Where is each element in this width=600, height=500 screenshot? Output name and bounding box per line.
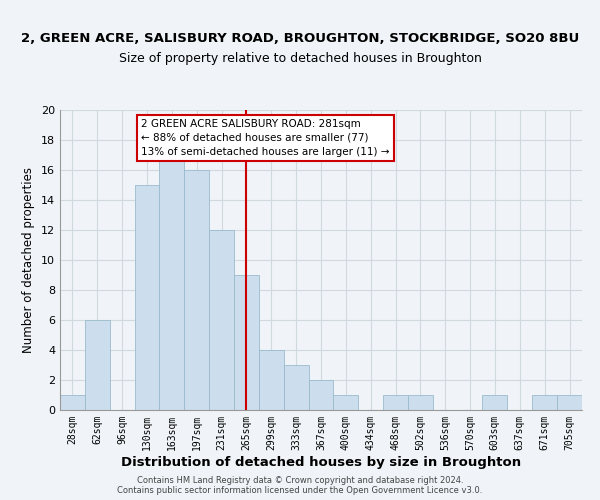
- Bar: [532, 395, 557, 410]
- X-axis label: Distribution of detached houses by size in Broughton: Distribution of detached houses by size …: [121, 456, 521, 468]
- Bar: [259, 350, 284, 410]
- Bar: [159, 155, 184, 410]
- Bar: [309, 380, 333, 410]
- Text: Size of property relative to detached houses in Broughton: Size of property relative to detached ho…: [119, 52, 481, 65]
- Bar: [234, 275, 259, 410]
- Bar: [184, 170, 209, 410]
- Bar: [60, 395, 85, 410]
- Bar: [383, 395, 408, 410]
- Bar: [284, 365, 309, 410]
- Bar: [408, 395, 433, 410]
- Bar: [135, 185, 159, 410]
- Text: 2 GREEN ACRE SALISBURY ROAD: 281sqm
← 88% of detached houses are smaller (77)
13: 2 GREEN ACRE SALISBURY ROAD: 281sqm ← 88…: [141, 119, 389, 157]
- Text: 2, GREEN ACRE, SALISBURY ROAD, BROUGHTON, STOCKBRIDGE, SO20 8BU: 2, GREEN ACRE, SALISBURY ROAD, BROUGHTON…: [21, 32, 579, 45]
- Text: Contains HM Land Registry data © Crown copyright and database right 2024.
Contai: Contains HM Land Registry data © Crown c…: [118, 476, 482, 495]
- Y-axis label: Number of detached properties: Number of detached properties: [22, 167, 35, 353]
- Bar: [209, 230, 234, 410]
- Bar: [482, 395, 507, 410]
- Bar: [557, 395, 582, 410]
- Bar: [85, 320, 110, 410]
- Bar: [333, 395, 358, 410]
